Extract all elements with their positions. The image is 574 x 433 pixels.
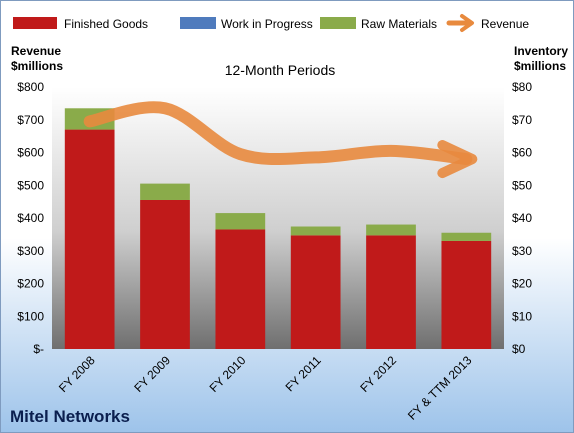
bar-finished-goods — [441, 240, 492, 349]
left-tick-label: $700 — [17, 113, 44, 127]
left-tick-label: $- — [33, 342, 44, 356]
left-axis-title-line2: $millions — [11, 59, 63, 73]
right-tick-label: $0 — [512, 342, 526, 356]
bar-raw-materials — [215, 213, 266, 230]
left-tick-label: $400 — [17, 211, 44, 225]
left-axis-title-line1: Revenue — [11, 44, 61, 58]
bar-finished-goods — [64, 129, 115, 349]
bar-raw-materials — [366, 224, 416, 236]
right-tick-label: $40 — [512, 211, 532, 225]
bar-raw-materials — [441, 232, 492, 241]
bar-raw-materials — [140, 183, 190, 200]
legend-swatch-raw-materials — [320, 17, 356, 29]
right-axis-ticks: $0 $10 $20 $30 $40 $50 $60 $70 $80 — [512, 80, 532, 356]
legend-label-work-in-progress: Work in Progress — [221, 17, 313, 31]
left-tick-label: $500 — [17, 178, 44, 192]
bar-raw-materials — [290, 226, 341, 236]
right-axis-title-line1: Inventory — [514, 44, 568, 58]
chart-subtitle: 12-Month Periods — [225, 62, 336, 78]
legend-swatch-work-in-progress — [180, 17, 216, 29]
legend-swatch-revenue — [446, 14, 474, 32]
left-tick-label: $100 — [17, 309, 44, 323]
revenue-arrow-head — [437, 140, 478, 179]
bar-finished-goods — [290, 235, 341, 349]
company-name: Mitel Networks — [10, 407, 130, 426]
legend: Finished Goods Work in Progress Raw Mate… — [13, 14, 529, 32]
left-axis-ticks: $- $100 $200 $300 $400 $500 $600 $700 $800 — [17, 80, 44, 356]
bar-series — [64, 108, 492, 349]
bar-finished-goods — [140, 199, 190, 349]
right-tick-label: $20 — [512, 277, 532, 291]
bar-finished-goods — [215, 229, 266, 349]
revenue-line — [83, 101, 473, 166]
left-tick-label: $600 — [17, 146, 44, 160]
right-axis-title-line2: $millions — [514, 59, 566, 73]
plot-area — [52, 87, 504, 349]
left-tick-label: $300 — [17, 244, 44, 258]
right-tick-label: $70 — [512, 113, 532, 127]
revenue-series — [83, 101, 478, 179]
legend-label-raw-materials: Raw Materials — [361, 17, 437, 31]
right-tick-label: $60 — [512, 146, 532, 160]
bar-finished-goods — [366, 235, 416, 349]
left-tick-label: $200 — [17, 277, 44, 291]
left-tick-label: $800 — [17, 80, 44, 94]
right-tick-label: $10 — [512, 309, 532, 323]
legend-swatch-finished-goods — [13, 17, 57, 29]
legend-label-revenue: Revenue — [481, 17, 529, 31]
legend-label-finished-goods: Finished Goods — [64, 17, 148, 31]
right-tick-label: $80 — [512, 80, 532, 94]
right-tick-label: $30 — [512, 244, 532, 258]
right-tick-label: $50 — [512, 178, 532, 192]
